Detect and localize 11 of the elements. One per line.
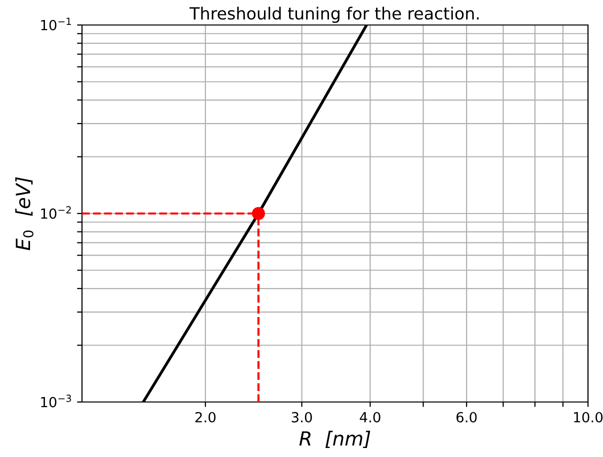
- x-tick-label: 2.0: [195, 412, 216, 422]
- x-tick-label: 6.0: [456, 412, 477, 422]
- x-tick-label: 4.0: [360, 412, 380, 422]
- x-axis-title: R [nm]: [299, 430, 370, 448]
- y-tick-label: 10$^{−1}$: [41, 18, 71, 30]
- y-axis-title: E$_{0}$ [eV]: [15, 177, 34, 250]
- y-tick-label: 10$^{−3}$: [41, 394, 71, 408]
- chart-title: Threshould tuning for the reaction.: [189, 6, 479, 23]
- x-tick-label: 10.0: [574, 412, 603, 422]
- y-tick-label: 10$^{−2}$: [41, 206, 71, 219]
- x-tick-label: 3.0: [292, 412, 312, 422]
